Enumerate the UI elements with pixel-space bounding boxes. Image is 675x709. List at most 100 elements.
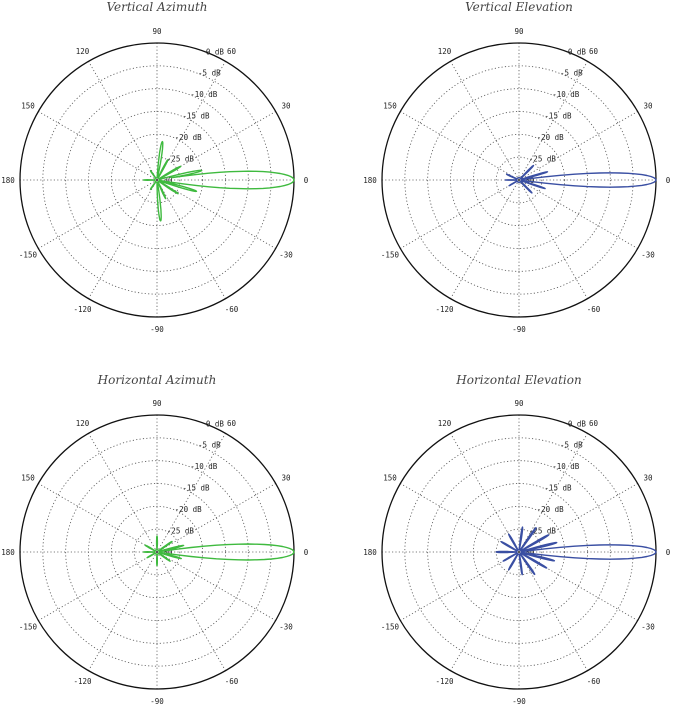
angle-tick-label: 60 [589, 47, 599, 56]
angle-tick-label: 180 [363, 176, 377, 185]
angle-tick-label: 90 [152, 399, 162, 408]
grid-spoke [450, 433, 520, 553]
grid-spoke [156, 483, 276, 553]
chart-title: Vertical Elevation [465, 0, 573, 14]
angle-tick-label: 90 [514, 27, 524, 36]
radial-tick-label: -5 dB [198, 69, 221, 78]
grid-spoke [450, 179, 520, 299]
angle-tick-label: -120 [73, 677, 92, 686]
angle-tick-label: 120 [438, 47, 452, 56]
angle-tick-label: -30 [641, 251, 655, 260]
radial-tick-label: -20 dB [175, 133, 203, 142]
angle-tick-label: 90 [152, 27, 162, 36]
vertical-elevation-plot: Vertical Elevation 0 30 60 90 120 150 180 -150 -… [363, 0, 671, 334]
grid-spoke [400, 179, 520, 249]
grid-spoke [88, 61, 158, 181]
grid-ring [472, 505, 566, 599]
angle-tick-label: 120 [76, 47, 90, 56]
radial-tick-label: -25 dB [529, 527, 557, 536]
chart-title: Horizontal Azimuth [97, 373, 217, 387]
radiation-pattern-trace [142, 140, 295, 222]
grid-ring [427, 460, 611, 644]
grid-spoke [518, 433, 588, 553]
grid-spoke [156, 61, 226, 181]
angle-tick-label: -150 [381, 623, 400, 632]
radial-tick-label: -30 [159, 176, 173, 185]
angle-tick-label: 0 [666, 548, 671, 557]
angle-tick-label: -90 [150, 697, 164, 706]
grid-spoke [38, 551, 158, 621]
radial-tick-label: -20 dB [537, 505, 565, 514]
grid-spoke [88, 551, 158, 671]
angle-tick-label: 180 [1, 176, 15, 185]
grid-ring [404, 65, 634, 295]
grid-ring [42, 65, 272, 295]
angle-tick-label: 90 [514, 399, 524, 408]
grid-spoke [518, 179, 638, 249]
angle-tick-label: -120 [435, 677, 454, 686]
angle-tick-label: -60 [225, 677, 239, 686]
radial-tick-label: -25 dB [167, 527, 195, 536]
angle-tick-label: 0 [304, 176, 309, 185]
angle-tick-label: 60 [227, 47, 237, 56]
grid-ring [65, 460, 249, 644]
radial-tick-label: -25 dB [167, 155, 195, 164]
grid-ring [133, 156, 181, 204]
angle-tick-label: 0 [304, 548, 309, 557]
angle-tick-label: -60 [225, 305, 239, 314]
angle-tick-label: 150 [383, 102, 397, 111]
horizontal-elevation-plot: Horizontal Elevation 0 30 60 90 120 150 180 -15… [363, 373, 671, 706]
angle-tick-label: 30 [644, 102, 654, 111]
grid-spoke [88, 179, 158, 299]
grid-ring [110, 133, 204, 227]
radial-tick-label: -10 dB [552, 462, 580, 471]
grid-spoke [88, 433, 158, 553]
angle-tick-label: -150 [381, 251, 400, 260]
grid-ring [495, 528, 543, 576]
chart-title: Horizontal Elevation [455, 373, 581, 387]
radial-tick-label: -15 dB [544, 112, 572, 121]
grid-ring [472, 133, 566, 227]
radial-tick-label: 0 dB [206, 419, 225, 428]
angle-tick-label: -120 [73, 305, 92, 314]
angle-tick-label: -90 [150, 325, 164, 334]
angle-tick-label: -90 [512, 325, 526, 334]
grid-spoke [518, 551, 588, 671]
angle-tick-label: -120 [435, 305, 454, 314]
grid-spoke [156, 111, 276, 181]
angle-tick-label: -90 [512, 697, 526, 706]
radial-tick-label: -10 dB [552, 90, 580, 99]
grid-spoke [518, 483, 638, 553]
grid-spoke [400, 551, 520, 621]
grid-ring [42, 437, 272, 667]
radial-tick-label: -25 dB [529, 155, 557, 164]
grid-spoke [156, 551, 276, 621]
angle-tick-label: 180 [1, 548, 15, 557]
radial-tick-label: -20 dB [175, 505, 203, 514]
radial-tick-label: -10 dB [190, 90, 218, 99]
angle-tick-label: -150 [19, 623, 38, 632]
radial-tick-label: 0 dB [568, 47, 587, 56]
angle-tick-label: -60 [587, 677, 601, 686]
angle-tick-label: -30 [279, 251, 293, 260]
radial-tick-label: -15 dB [182, 112, 210, 121]
grid-spoke [400, 111, 520, 181]
angle-tick-label: 30 [282, 474, 292, 483]
angle-tick-label: 60 [227, 419, 237, 428]
angle-tick-label: 30 [644, 474, 654, 483]
angle-tick-label: 150 [21, 102, 35, 111]
grid-spoke [518, 551, 638, 621]
radiation-pattern-trace [504, 164, 657, 194]
grid-spoke [156, 179, 276, 249]
angle-tick-label: 60 [589, 419, 599, 428]
radial-tick-label: 0 dB [568, 419, 587, 428]
radial-tick-label: -15 dB [544, 484, 572, 493]
grid-spoke [518, 179, 588, 299]
angle-tick-label: 150 [21, 474, 35, 483]
grid-ring [65, 88, 249, 272]
grid-spoke [156, 551, 226, 671]
grid-ring [110, 505, 204, 599]
radial-tick-label: -5 dB [198, 441, 221, 450]
angle-tick-label: 120 [438, 419, 452, 428]
chart-title: Vertical Azimuth [106, 0, 207, 14]
